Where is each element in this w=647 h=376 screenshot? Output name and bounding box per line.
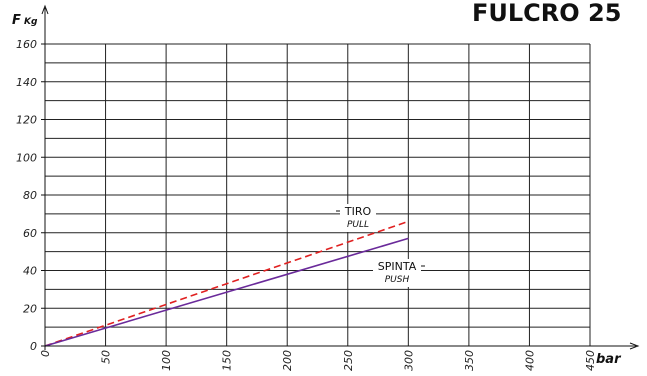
y-axis-unit: Kg: [24, 17, 38, 27]
y-tick-label: 100: [16, 151, 37, 164]
series-line-spinta: [44, 237, 409, 347]
y-tick-label: 140: [16, 76, 37, 89]
x-tick-label: 50: [100, 350, 113, 364]
tiro-label-bg: [340, 204, 376, 232]
y-tick-label: 120: [16, 114, 37, 127]
y-axis-label: F: [12, 13, 21, 28]
labels: FULCRO 25 F Kg bar: [12, 0, 622, 367]
x-tick-label: 350: [463, 350, 476, 371]
tiro-sublabel: PULL: [347, 220, 369, 230]
y-tick-label: 20: [23, 302, 37, 315]
x-axis-label: bar: [596, 352, 622, 367]
x-tick-label: 300: [402, 350, 415, 371]
x-axis-arrow: [629, 342, 640, 350]
grid: [45, 43, 591, 346]
x-tick-label: 150: [221, 350, 234, 371]
x-tick-label: 250: [342, 350, 355, 371]
annotations: TIRO PULL SPINTA PUSH: [336, 204, 425, 287]
x-tick-label: 400: [523, 350, 536, 371]
y-axis-arrow: [41, 4, 49, 15]
axes: 0 20 40 60 80 100 120 140 160 0 50 100 150 200 250 300 3…: [16, 4, 640, 371]
x-tick-label: 200: [281, 350, 294, 371]
series-line-tiro: [44, 220, 409, 347]
y-tick-label: 80: [23, 189, 37, 202]
x-tick-label: 100: [160, 350, 173, 371]
tiro-label: TIRO: [344, 205, 372, 218]
x-tick-label: 0: [39, 350, 52, 357]
chart-title: FULCRO 25: [472, 0, 621, 27]
series-layer: [44, 220, 409, 347]
y-tick-label: 160: [16, 38, 37, 51]
y-tick-label: 60: [23, 227, 37, 240]
spinta-label: SPINTA: [378, 260, 417, 273]
spinta-label-bg: [373, 259, 421, 287]
x-tick-label: 450: [584, 350, 597, 371]
y-tick-label: 0: [30, 340, 37, 353]
spinta-sublabel: PUSH: [385, 275, 410, 285]
y-tick-label: 40: [23, 265, 37, 278]
